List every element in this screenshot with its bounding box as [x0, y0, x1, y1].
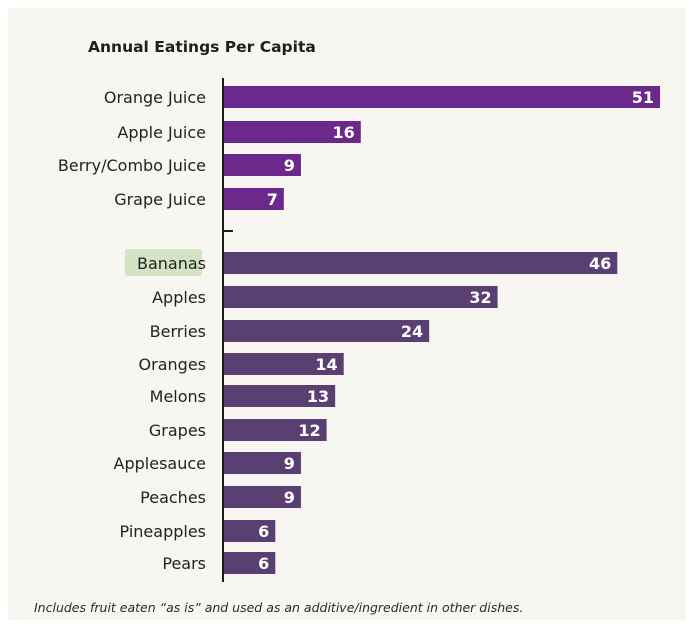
category-label-bananas: Bananas — [137, 254, 206, 273]
bar-pineapples — [224, 520, 276, 542]
value-label-peaches: 9 — [284, 488, 295, 507]
chart-card — [8, 8, 686, 620]
value-label-bananas: 46 — [589, 254, 611, 273]
value-label-melons: 13 — [307, 387, 329, 406]
bar-bananas — [224, 252, 618, 274]
value-label-applesauce: 9 — [284, 454, 295, 473]
category-label-melons: Melons — [150, 387, 206, 406]
value-label-berries: 24 — [401, 322, 423, 341]
category-label-orange-juice: Orange Juice — [104, 88, 206, 107]
category-label-applesauce: Applesauce — [114, 454, 206, 473]
value-label-apple-juice: 16 — [333, 123, 355, 142]
value-label-berry-combo-juice: 9 — [284, 156, 295, 175]
bar-grapes — [224, 419, 327, 441]
category-label-grapes: Grapes — [149, 421, 206, 440]
value-label-pineapples: 6 — [258, 522, 269, 541]
bar-apples — [224, 286, 498, 308]
bar-grape-juice — [224, 188, 284, 210]
category-label-pears: Pears — [162, 554, 206, 573]
value-label-grapes: 12 — [298, 421, 320, 440]
chart-title: Annual Eatings Per Capita — [88, 38, 316, 56]
bar-melons — [224, 385, 336, 407]
bar-pears — [224, 552, 276, 574]
bar-apple-juice — [224, 121, 361, 143]
bar-berry-combo-juice — [224, 154, 301, 176]
value-label-grape-juice: 7 — [267, 190, 278, 209]
bar-orange-juice — [224, 86, 661, 108]
bar-berries — [224, 320, 430, 342]
category-label-pineapples: Pineapples — [120, 522, 206, 541]
category-label-apple-juice: Apple Juice — [117, 123, 206, 142]
value-label-oranges: 14 — [315, 355, 337, 374]
bar-applesauce — [224, 452, 301, 474]
category-label-berries: Berries — [150, 322, 206, 341]
category-highlight-bananas — [124, 249, 202, 276]
chart-footnote: Includes fruit eaten “as is” and used as… — [34, 600, 524, 615]
bar-oranges — [224, 353, 344, 375]
category-label-grape-juice: Grape Juice — [114, 190, 206, 209]
value-label-orange-juice: 51 — [632, 88, 654, 107]
category-label-apples: Apples — [152, 288, 206, 307]
category-label-oranges: Oranges — [139, 355, 206, 374]
value-label-apples: 32 — [469, 288, 491, 307]
category-label-berry-combo-juice: Berry/Combo Juice — [58, 156, 206, 175]
bar-peaches — [224, 486, 301, 508]
category-label-peaches: Peaches — [140, 488, 206, 507]
value-label-pears: 6 — [258, 554, 269, 573]
